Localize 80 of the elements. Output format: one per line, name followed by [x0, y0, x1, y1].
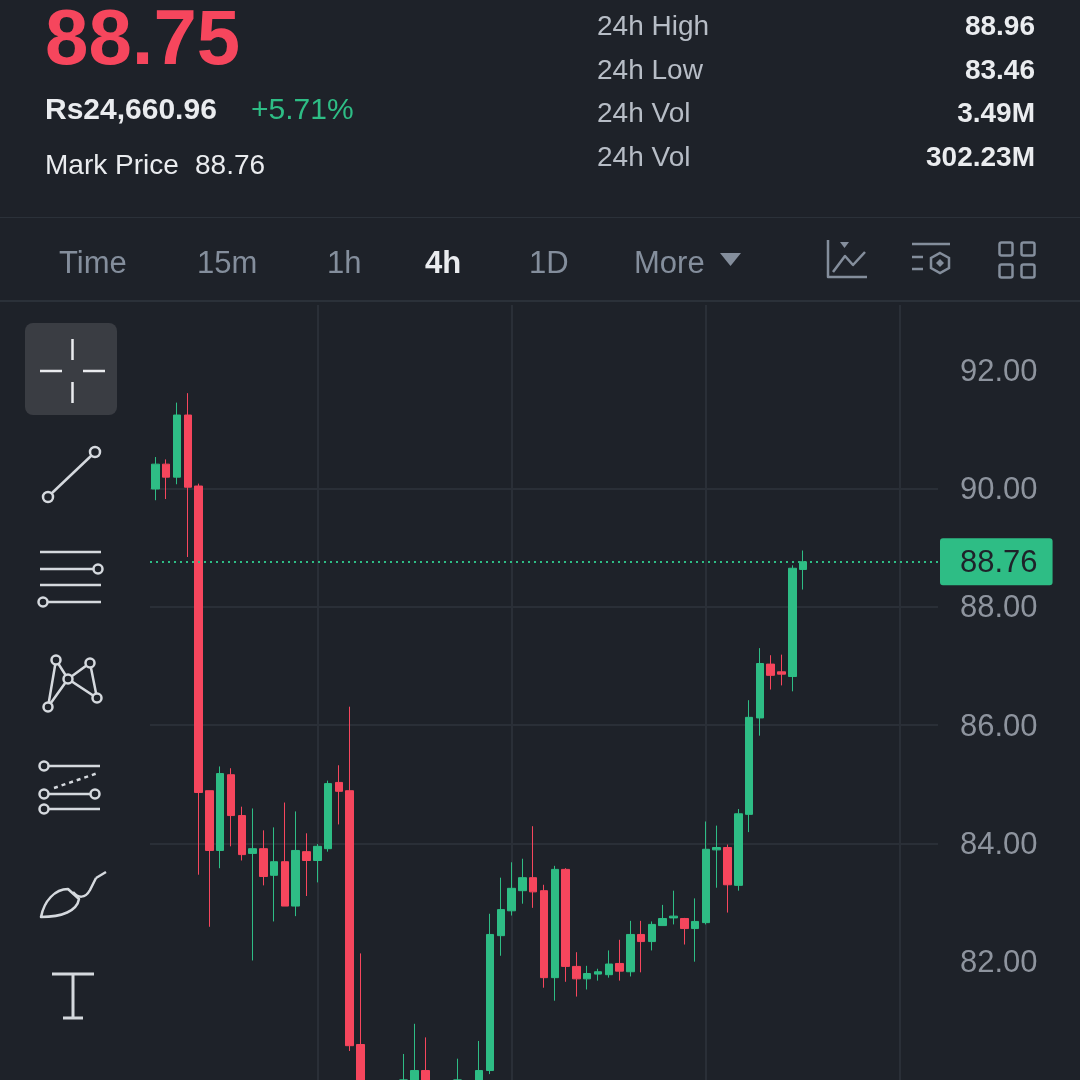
text: 24h Low [597, 54, 703, 85]
candlestick [281, 802, 289, 907]
text: +5.71% [251, 92, 354, 125]
candlestick [162, 458, 170, 500]
candlestick [248, 807, 257, 961]
candlestick [475, 1040, 483, 1080]
candlestick [486, 913, 494, 1075]
candlestick [421, 1036, 430, 1080]
candlestick [551, 865, 559, 1002]
y-tick-label: 90.00 [960, 470, 1038, 506]
candlestick [173, 402, 181, 485]
candlestick [184, 392, 192, 558]
candlestick [345, 706, 354, 1052]
candlestick [626, 920, 635, 977]
text: More [634, 244, 705, 280]
candlestick [324, 780, 332, 853]
text: 3.49M [957, 97, 1035, 128]
candlestick [615, 939, 624, 982]
candlestick [529, 825, 537, 909]
candlestick [356, 952, 365, 1080]
candlestick [788, 564, 797, 692]
candlestick [540, 884, 548, 989]
y-tick-label: 88.00 [960, 589, 1038, 625]
candlestick [399, 1053, 408, 1080]
candlestick [291, 810, 300, 917]
text: 88.76 [195, 149, 266, 180]
candlestick [497, 877, 505, 957]
candlestick [723, 844, 732, 914]
candlestick [216, 765, 224, 869]
candlestick [453, 1058, 462, 1080]
candlestick [561, 867, 570, 983]
candlestick [691, 897, 699, 963]
candlestick [572, 951, 581, 998]
text: 4h [425, 244, 462, 280]
candlestick [270, 826, 278, 922]
text: Time [59, 244, 127, 280]
candlestick [238, 806, 246, 862]
text: 24h High [597, 10, 710, 41]
candlestick [658, 904, 667, 927]
candlestick [605, 949, 613, 979]
candlestick [594, 968, 602, 982]
text: 1h [327, 244, 362, 280]
text: 83.46 [964, 54, 1035, 85]
text: Rs24,660.96 [45, 92, 217, 125]
y-tick-label: 92.00 [960, 352, 1038, 388]
y-tick-label: 86.00 [960, 707, 1038, 743]
candlestick [669, 890, 678, 925]
y-tick-label: 84.00 [960, 825, 1038, 861]
candlestick [518, 858, 527, 905]
text: 88.96 [964, 10, 1035, 41]
candlestick [227, 767, 235, 847]
candlestick [410, 1023, 419, 1080]
candlestick [313, 843, 322, 883]
candlestick [777, 654, 786, 686]
candlestick [205, 790, 214, 928]
candlestick [194, 483, 203, 876]
candlestick [335, 764, 343, 825]
text: 302.23M [926, 141, 1035, 172]
text: 1D [529, 244, 569, 280]
candlestick [680, 917, 689, 946]
candlestick [712, 825, 721, 889]
text: 88.75 [45, 0, 241, 81]
candlestick [637, 920, 645, 973]
candlestick [745, 699, 753, 833]
candlestick [756, 647, 764, 737]
candlestick [702, 820, 710, 925]
candlestick [302, 832, 311, 897]
candlestick [583, 965, 591, 990]
candlestick [507, 861, 516, 917]
text: 15m [197, 244, 258, 280]
candlestick [151, 456, 160, 501]
ref-line-label: 88.76 [960, 544, 1038, 580]
text: 24h Vol [597, 97, 691, 128]
candlestick [259, 829, 268, 886]
text: 24h Vol [597, 141, 691, 172]
candlestick [648, 920, 656, 951]
y-tick-label: 82.00 [960, 944, 1038, 980]
candlestick [734, 808, 743, 892]
candlestick [766, 654, 775, 691]
text: Mark Price [45, 149, 179, 180]
